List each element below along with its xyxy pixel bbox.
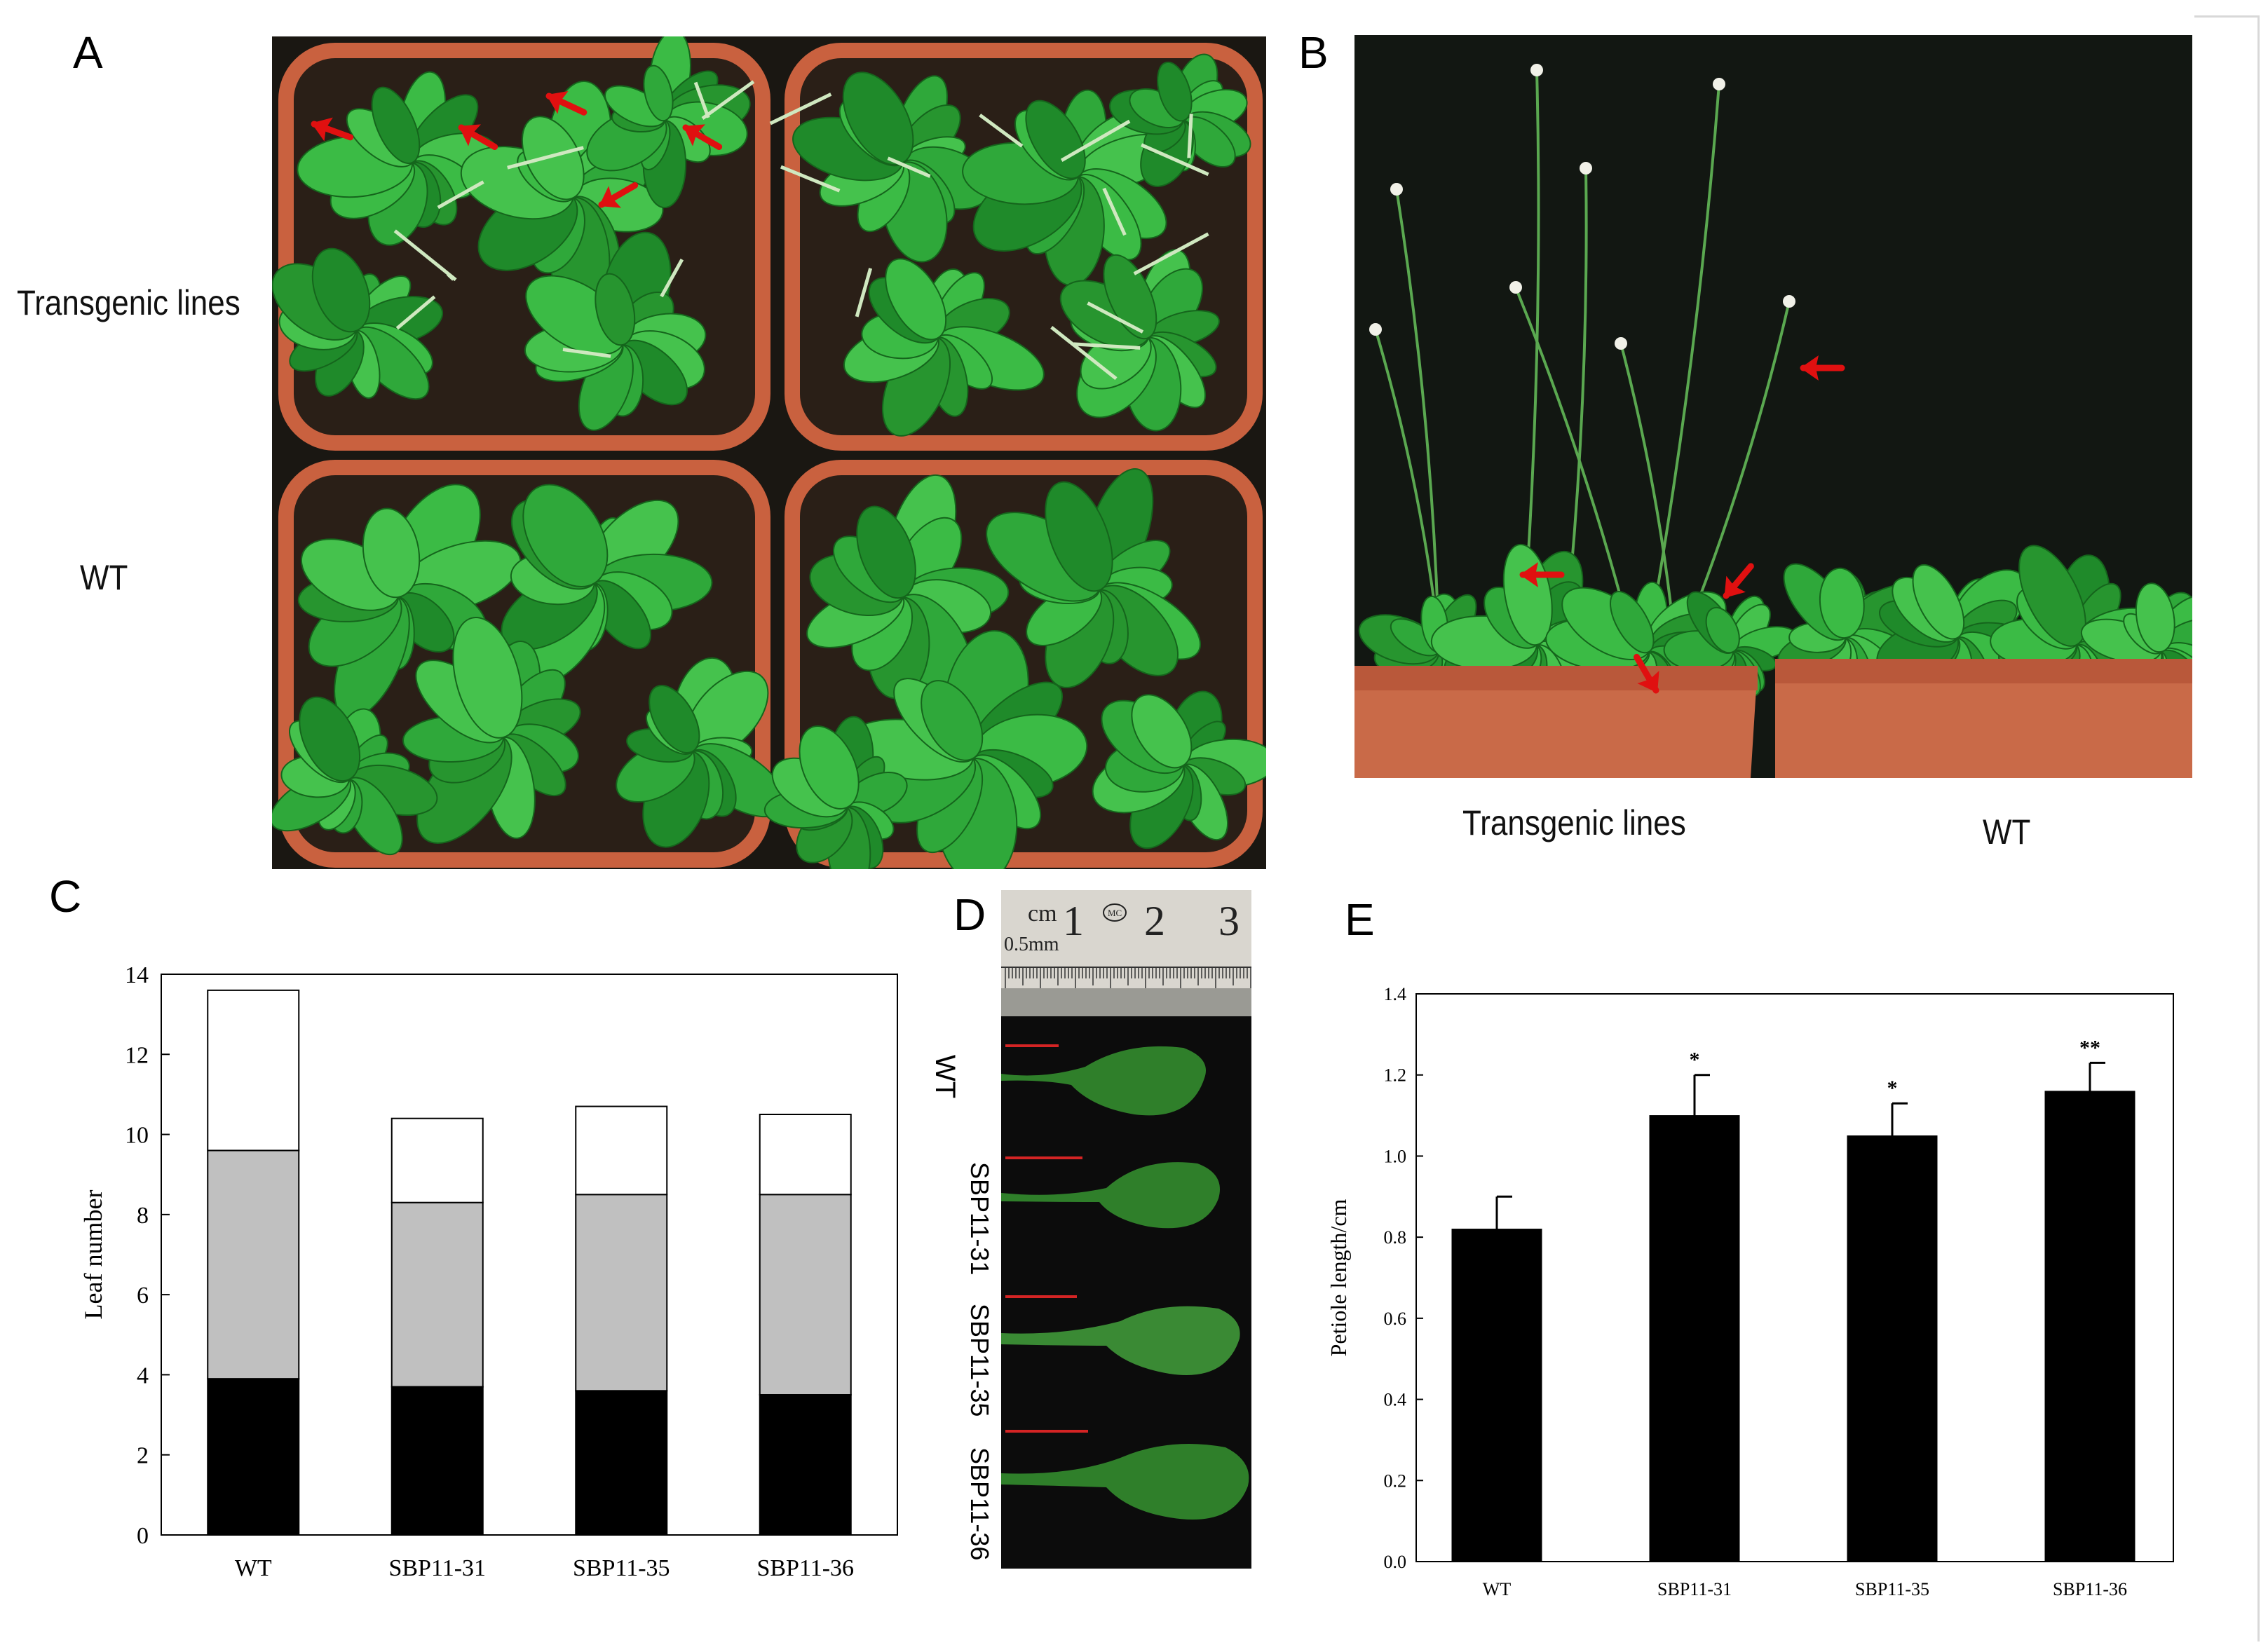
panel-c-letter: C	[49, 871, 82, 922]
panel-b-photo	[1354, 35, 2192, 778]
pot-wt	[1775, 659, 2192, 778]
chart-c-ytick-label: 0	[137, 1523, 149, 1549]
chart-e-ytick-label: 0.0	[1384, 1552, 1407, 1572]
panel-a-photo-svg	[272, 36, 1266, 869]
ruler-sub: 0.5mm	[1004, 934, 1059, 955]
panel-b-col-label-transgenic: Transgenic lines	[1462, 803, 1686, 842]
red-arrow	[598, 182, 639, 208]
ruler-mark: MC	[1108, 908, 1122, 918]
panel-a-letter: A	[73, 27, 103, 78]
chart-e-significance: *	[1690, 1049, 1700, 1072]
chart-e-xtick-label: SBP11-31	[1657, 1579, 1732, 1599]
red-arrow	[682, 124, 723, 150]
panel-a-foliage	[272, 36, 1266, 869]
chart-e-ytick-label: 0.2	[1384, 1470, 1407, 1491]
chart-c-ytick-label: 14	[125, 962, 149, 988]
chart-c-bar-segment	[575, 1194, 668, 1392]
ruler-number-1: 1	[1063, 898, 1084, 944]
leaf-label-sbp11-31: SBP11-31	[965, 1162, 994, 1276]
red-arrow	[545, 90, 588, 116]
chart-e-ytick-label: 1.0	[1384, 1146, 1407, 1166]
chart-c-xtick-label: SBP11-36	[756, 1555, 854, 1581]
chart-c-xtick-label: SBP11-35	[573, 1555, 670, 1581]
chart-c-frame	[161, 974, 898, 1536]
chart-c-ytick-label: 4	[137, 1363, 149, 1388]
ruler-number-3: 3	[1218, 898, 1240, 944]
chart-e-bar	[1451, 1229, 1542, 1562]
ruler-mark-circle	[1103, 903, 1127, 922]
chart-c-bar-segment	[759, 1394, 852, 1536]
ruler-unit: cm	[1028, 901, 1057, 927]
chart-e-xtick-label: SBP11-35	[1855, 1579, 1929, 1599]
leaf-label-wt: WT	[930, 1055, 960, 1099]
chart-c-bar-segment	[207, 1149, 300, 1380]
red-arrow	[1800, 355, 1845, 381]
leaf-label-sbp11-35: SBP11-35	[965, 1304, 994, 1417]
chart-c-bar-segment	[759, 1114, 852, 1196]
figure-frame-top	[2194, 15, 2259, 18]
chart-e-ytick-label: 0.8	[1384, 1227, 1407, 1248]
panel-d-photo-svg: cm 1 2 3 MC 0.5mm	[1001, 890, 1251, 1569]
chart-c-xtick-label: WT	[235, 1555, 272, 1581]
chart-c-bar-segment	[207, 1378, 300, 1536]
chart-e-bar	[1649, 1115, 1740, 1562]
chart-c-bar-segment	[575, 1390, 668, 1536]
chart-c-ytick-label: 12	[125, 1042, 149, 1068]
leaf-sbp11-35	[1001, 1295, 1240, 1375]
panel-d-leaf-labels: WT SBP11-31 SBP11-35 SBP11-36	[930, 1009, 996, 1570]
red-arrow	[458, 124, 498, 150]
chart-c-ytick-label: 6	[137, 1283, 149, 1309]
red-arrow	[1634, 653, 1659, 694]
chart-c-ytick-label: 8	[137, 1203, 149, 1229]
chart-e-ytick-label: 0.6	[1384, 1309, 1407, 1329]
chart-c-bar-segment	[207, 989, 300, 1152]
ruler-number-2: 2	[1144, 898, 1165, 944]
chart-e-ytick-label: 0.4	[1384, 1390, 1407, 1410]
chart-c-bar-segment	[391, 1201, 484, 1388]
chart-c-ytick-label: 2	[137, 1443, 149, 1469]
red-arrow	[1519, 562, 1565, 587]
chart-c-xtick-label: SBP11-31	[388, 1555, 486, 1581]
chart-e-frame	[1415, 993, 2174, 1562]
panel-e-letter: E	[1345, 894, 1375, 945]
chart-e-xtick-label: SBP11-36	[2053, 1579, 2127, 1599]
chart-c-bar-segment	[575, 1105, 668, 1196]
panel-a-photo	[272, 36, 1266, 869]
chart-c-bar-segment	[391, 1386, 484, 1536]
ruler-ticks	[1001, 967, 1251, 1016]
pot-transgenic	[1354, 666, 1758, 778]
panel-b-letter: B	[1298, 27, 1329, 78]
chart-e-significance: *	[1887, 1077, 1898, 1100]
panel-c-chart: 0 2 4 6 8 10 12 14 Leaf number WT SBP11-31 SBP11-35…	[79, 962, 898, 1581]
chart-c-bar-segment	[391, 1117, 484, 1203]
panel-a-row-label-transgenic: Transgenic lines	[17, 283, 240, 322]
panel-b-arrows	[1519, 355, 1845, 694]
chart-e-xtick-label: WT	[1483, 1579, 1512, 1599]
panel-e-chart: 0.0 0.2 0.4 0.6 0.8 1.0 1.2 1.4 Petiole length/c…	[1326, 984, 2174, 1599]
panel-a-arrows	[311, 90, 723, 208]
leaf-label-sbp11-36: SBP11-36	[965, 1447, 994, 1561]
red-arrow	[1723, 563, 1754, 599]
panel-d-photo: cm 1 2 3 MC 0.5mm	[1001, 890, 1251, 1569]
panel-b-photo-svg	[1354, 35, 2192, 778]
panel-b-col-label-wt: WT	[1983, 812, 2031, 852]
chart-c-ylabel: Leaf number	[79, 1190, 107, 1320]
chart-e-significance: **	[2079, 1036, 2100, 1059]
chart-c-ytick-label: 10	[125, 1123, 149, 1149]
chart-e-ytick-label: 1.2	[1384, 1065, 1407, 1086]
chart-e-ylabel: Petiole length/cm	[1326, 1199, 1351, 1356]
leaf-sbp11-36	[1001, 1430, 1249, 1520]
chart-c-bar-segment	[759, 1194, 852, 1395]
leaf-wt	[1001, 1044, 1206, 1116]
leaf-sbp11-31	[1001, 1156, 1220, 1229]
panel-d-letter: D	[953, 889, 986, 940]
chart-e-bar	[2044, 1091, 2135, 1562]
chart-e-bar	[1847, 1135, 1938, 1562]
figure-frame-right	[2257, 15, 2260, 1641]
panel-a-row-label-wt: WT	[80, 558, 128, 597]
chart-e-ytick-label: 1.4	[1384, 984, 1407, 1004]
red-arrow	[311, 117, 354, 142]
